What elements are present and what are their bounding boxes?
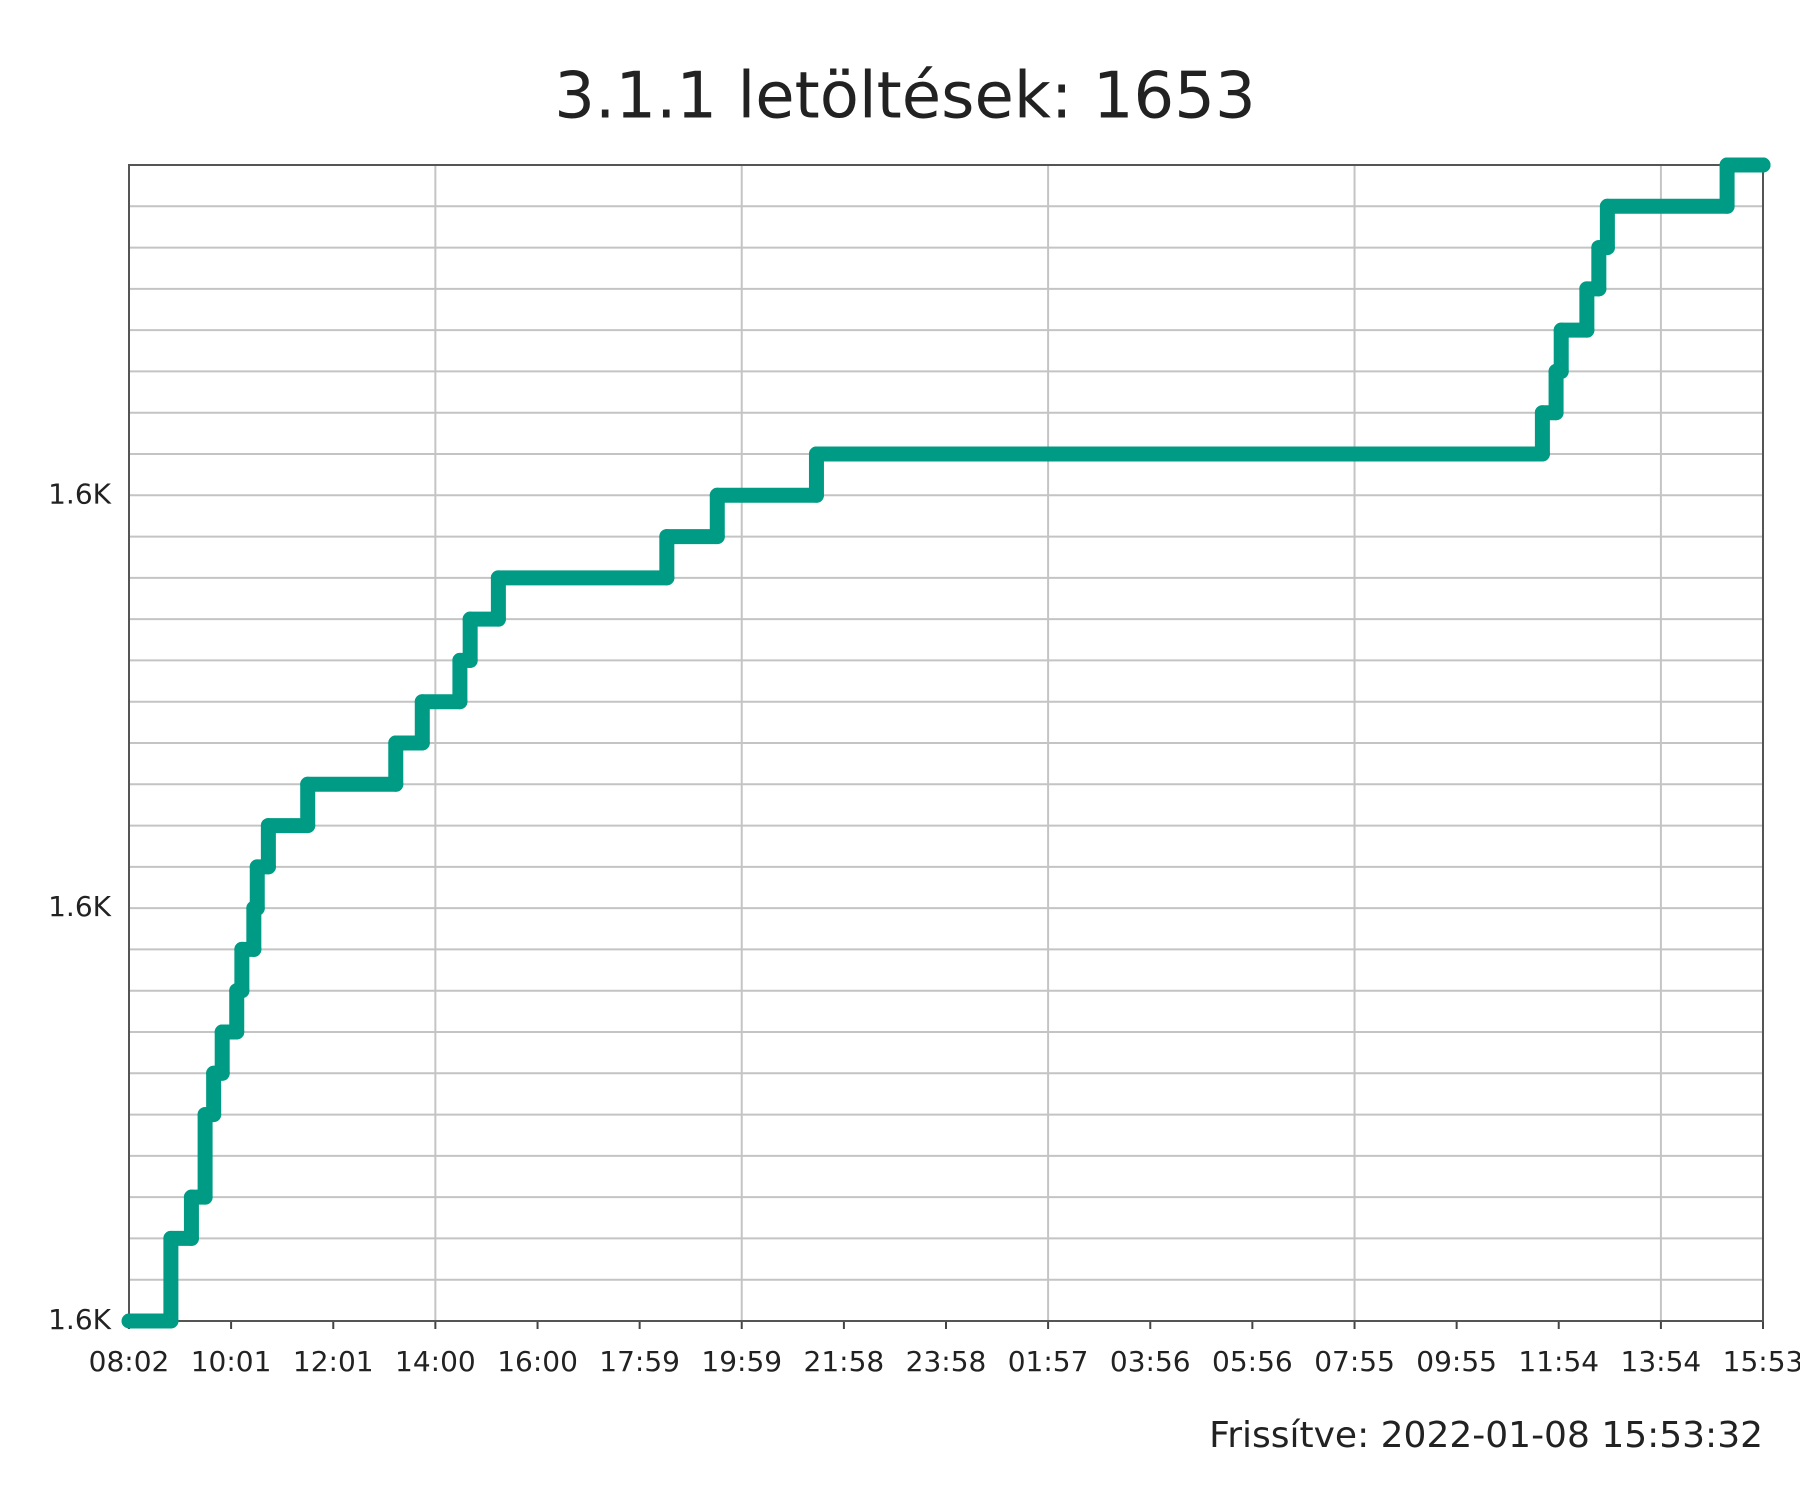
x-tick-label: 10:01 (191, 1345, 272, 1378)
x-tick-label: 13:54 (1621, 1345, 1702, 1378)
x-tick-label: 17:59 (599, 1345, 680, 1378)
x-tick-label: 09:55 (1416, 1345, 1497, 1378)
x-tick-label: 05:56 (1212, 1345, 1293, 1378)
y-tick-label: 1.6K (48, 1303, 112, 1336)
x-tick-label: 12:01 (293, 1345, 374, 1378)
x-tick-label: 14:00 (395, 1345, 476, 1378)
x-tick-label: 07:55 (1314, 1345, 1395, 1378)
chart-title: 3.1.1 letöltések: 1653 (554, 60, 1255, 134)
x-tick-label: 16:00 (497, 1345, 578, 1378)
plot-frame (128, 164, 1764, 1322)
x-tick-label: 19:59 (701, 1345, 782, 1378)
x-tick-label: 03:56 (1110, 1345, 1191, 1378)
x-tick-label: 01:57 (1008, 1345, 1089, 1378)
line-end (1755, 157, 1771, 173)
x-tick-label: 15:53 (1723, 1345, 1800, 1378)
x-tick-label: 11:54 (1518, 1345, 1599, 1378)
x-tick-label: 23:58 (906, 1345, 987, 1378)
footer: Frissítve: 2022-01-08 15:53:32 (1209, 1415, 1763, 1456)
x-tick-label: 21:58 (804, 1345, 885, 1378)
y-tick-label: 1.6K (48, 477, 112, 510)
y-tick-label: 1.6K (48, 890, 112, 923)
x-tick-label: 08:02 (89, 1345, 170, 1378)
